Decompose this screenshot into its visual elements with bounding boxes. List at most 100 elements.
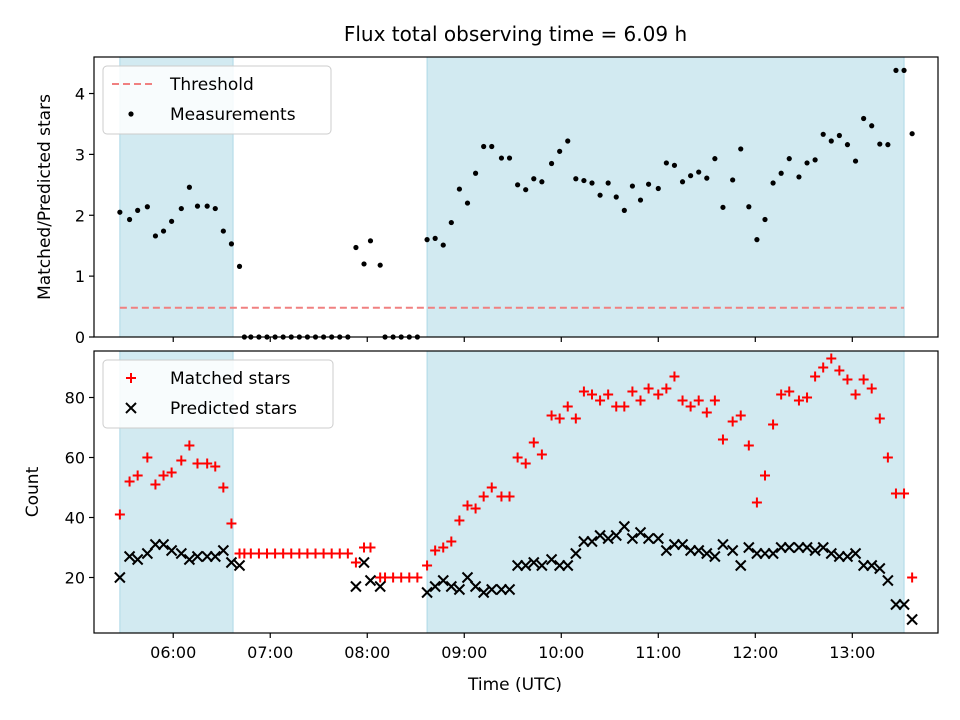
matched-star-marker xyxy=(570,413,581,424)
shaded-band-2 xyxy=(426,56,905,338)
matched-star-marker xyxy=(717,434,728,445)
predicted-star-marker xyxy=(578,535,590,548)
bottom-y-tick-label: 40 xyxy=(65,509,85,528)
matched-star-marker xyxy=(350,557,361,568)
predicted-star-marker xyxy=(594,529,606,542)
measurement-point xyxy=(565,138,571,144)
x-tick-label: 12:00 xyxy=(732,643,778,662)
matched-star-marker xyxy=(210,461,221,472)
matched-star-marker xyxy=(176,455,187,466)
measurement-point xyxy=(738,146,744,152)
matched-star-marker xyxy=(850,389,861,400)
matched-star-marker xyxy=(635,395,646,406)
matched-star-marker xyxy=(669,371,680,382)
matched-star-marker xyxy=(412,572,423,583)
measurement-points xyxy=(117,67,915,340)
predicted-star-marker xyxy=(775,541,787,554)
predicted-star-marker xyxy=(445,580,458,593)
predicted-star-marker xyxy=(874,562,886,575)
predicted-star-marker xyxy=(201,550,213,563)
predicted-star-marker xyxy=(358,556,370,569)
matched-star-marker xyxy=(627,386,638,397)
predicted-star-marker xyxy=(453,583,466,596)
matched-star-marker xyxy=(751,497,762,508)
top-y-tick-label: 0 xyxy=(75,328,85,347)
predicted-star-marker xyxy=(429,580,441,593)
matched-star-marker xyxy=(776,389,787,400)
predicted-star-marker xyxy=(141,547,154,560)
predicted-star-marker xyxy=(217,544,230,557)
measurement-point xyxy=(144,204,150,210)
predicted-star-marker xyxy=(123,550,136,563)
matched-star-marker xyxy=(603,389,614,400)
measurement-point xyxy=(688,173,694,179)
measurement-point xyxy=(424,237,430,243)
measurement-point xyxy=(353,244,359,251)
matched-star-marker xyxy=(114,509,125,520)
matched-star-marker xyxy=(826,353,837,364)
matched-star-marker xyxy=(578,386,589,397)
matched-star-marker xyxy=(818,362,829,373)
bottom-panel: 20 40 60 80 06:00 07:00 08:00 09:00 10:00 11:00 1… xyxy=(23,350,939,695)
matched-star-marker xyxy=(158,470,169,481)
predicted-star-marker xyxy=(743,541,755,554)
predicted-star-marker xyxy=(857,559,870,572)
predicted-star-marker xyxy=(495,583,508,596)
predicted-star-marker xyxy=(809,544,821,557)
matched-star-marker xyxy=(226,518,237,529)
matched-star-marker xyxy=(546,410,557,421)
matched-star-marker xyxy=(899,488,910,499)
legend-box xyxy=(102,359,334,429)
measurement-point xyxy=(796,174,802,180)
measurement-point xyxy=(893,67,899,73)
measurement-point xyxy=(605,180,611,186)
x-tick-label: 13:00 xyxy=(829,643,875,662)
predicted-star-marker xyxy=(374,580,386,593)
matched-star-marker xyxy=(218,482,229,493)
matched-star-marker xyxy=(619,401,630,412)
measurement-point xyxy=(581,177,587,184)
predicted-star-marker xyxy=(709,550,721,563)
matched-star-marker xyxy=(536,449,547,460)
matched-star-marker xyxy=(866,383,877,394)
matched-star-marker xyxy=(685,401,696,412)
predicted-star-marker xyxy=(783,541,795,554)
matched-star-marker xyxy=(858,374,869,385)
x-tick-label: 06:00 xyxy=(150,643,196,662)
measurement-point xyxy=(655,185,661,192)
predicted-star-marker xyxy=(626,532,639,545)
legend-predicted-label: Predicted stars xyxy=(170,399,297,419)
matched-star-marker xyxy=(653,389,664,400)
matched-star-marker xyxy=(422,560,433,571)
matched-star-marker xyxy=(520,458,531,469)
measurement-point xyxy=(778,170,784,176)
matched-star-marker xyxy=(793,395,804,406)
measurement-point xyxy=(621,207,627,213)
measurement-point xyxy=(671,162,678,168)
legend-measurement-swatch xyxy=(128,111,134,117)
measurement-point xyxy=(730,177,736,183)
matched-star-marker xyxy=(478,491,489,502)
matched-star-marker xyxy=(727,416,738,427)
predicted-star-marker xyxy=(890,598,902,611)
measurement-point xyxy=(489,143,495,150)
matched-star-marker xyxy=(701,407,712,418)
predicted-star-marker xyxy=(866,559,878,572)
top-y-tick-label: 4 xyxy=(75,85,85,104)
matched-star-marker xyxy=(166,467,177,478)
measurement-point xyxy=(762,216,768,223)
measurement-point xyxy=(812,157,818,163)
measurement-point xyxy=(754,237,760,243)
measurement-point xyxy=(126,216,133,223)
predicted-star-marker xyxy=(793,541,805,554)
predicted-star-marker xyxy=(817,541,829,554)
measurement-point xyxy=(663,160,669,166)
measurement-point xyxy=(523,187,529,193)
predicted-star-marker xyxy=(676,538,689,551)
matched-star-marker xyxy=(504,491,515,502)
matched-star-marker xyxy=(810,371,821,382)
top-panel: 0 1 2 3 4 Matched/Predicted stars Threshold M… xyxy=(35,56,939,347)
matched-star-marker xyxy=(907,572,918,583)
predicted-star-marker xyxy=(825,547,837,560)
